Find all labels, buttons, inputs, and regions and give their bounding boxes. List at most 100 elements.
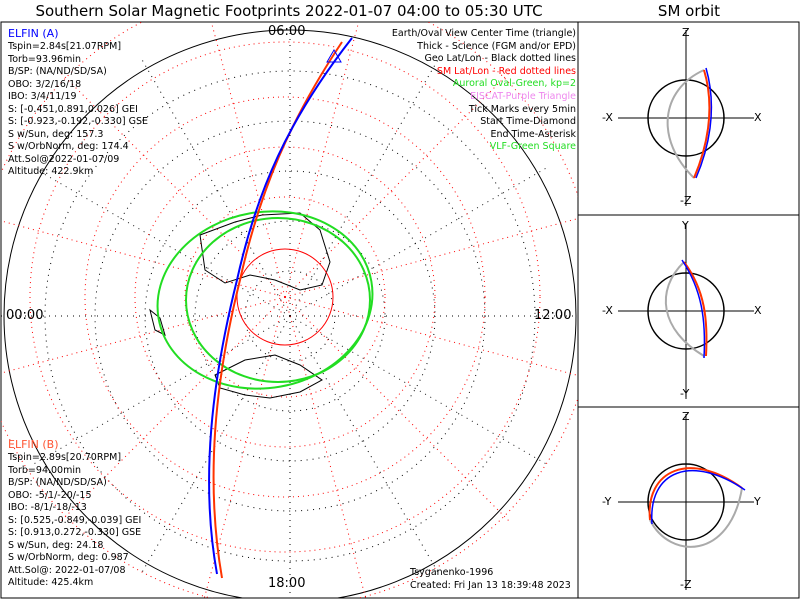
info-line: B/SP: (NA/ND/SD/SA) xyxy=(8,66,107,77)
geo-latitude-circle xyxy=(94,120,486,512)
sm-longitude-line xyxy=(58,296,286,524)
info-line: Altitude: 422.9km xyxy=(8,166,94,177)
legend-entry: Earth/Oval View Center Time (triangle) xyxy=(391,28,576,39)
outer-latitude-circle xyxy=(3,29,577,598)
sm-axis-label-bottom: -Z xyxy=(680,578,692,591)
info-line: Tspin=2.89s[20.70RPM] xyxy=(8,452,122,463)
info-line: Tspin=2.84s[21.07RPM] xyxy=(8,41,122,52)
legend-entry: Geo Lat/Lon - Black dotted lines xyxy=(424,53,576,65)
antarctica-coastline xyxy=(214,354,323,399)
sm-axis-label-right: X xyxy=(754,304,762,317)
sm-latitude-circle xyxy=(84,96,486,498)
sm-axis-label-bottom: -Y xyxy=(680,387,690,400)
sm-axis-label-top: Z xyxy=(682,410,690,423)
geo-latitude-circle xyxy=(44,70,536,562)
earth-circle xyxy=(647,79,725,157)
elfin-b-orbit xyxy=(683,261,708,357)
info-line: S w/Sun, deg: 24.18 xyxy=(8,539,104,551)
info-line: S w/OrbNorm, deg: 174.4 xyxy=(8,141,129,152)
legend-entry: Tick Marks every 5min xyxy=(468,103,576,115)
sm-latitude-circle xyxy=(236,248,334,346)
elfin-b-info: ELFIN (B) Tspin=2.89s[20.70RPM] Torb=94.0… xyxy=(8,438,141,590)
info-line: OBO: -5/1/-20/-15 xyxy=(8,489,92,501)
info-line: S: [0.525,-0.849,-0.039] GEI xyxy=(8,514,142,526)
info-line: Torb=94.00min xyxy=(8,464,82,476)
info-line: S: [-0.451,0.891,0.026] GEI xyxy=(8,103,138,115)
legend-entry: EISCAT-Purple Triangle xyxy=(470,90,576,102)
legend-entry: Auroral Oval-Green, kp=2 xyxy=(452,78,576,90)
sm-latitude-circle xyxy=(29,41,541,553)
legend-entry: Start Time-Diamond xyxy=(480,116,576,128)
sm-axis-label-top: Y xyxy=(682,219,689,232)
elfin-b-orbit xyxy=(648,467,743,521)
legend: Earth/Oval View Center Time (triangle) Th… xyxy=(392,28,576,154)
elfin-a-name: ELFIN (A) xyxy=(8,27,59,40)
elfin-a-orbit xyxy=(681,259,706,359)
elfin-a-orbit xyxy=(695,67,713,179)
sm-longitude-line xyxy=(284,296,578,377)
info-line: Att.Sol@2022-01-07/09 xyxy=(8,153,120,165)
info-line: S: [-0.923,-0.192,-0.330] GSE xyxy=(8,116,148,127)
sm-axis-label-right: X xyxy=(754,111,762,124)
info-line: S: [0.913,0.272,-0.330] GSE xyxy=(8,527,142,538)
auroral-oval-inner xyxy=(185,217,371,383)
view-center-triangle xyxy=(326,49,342,63)
sm-longitude-line xyxy=(284,70,512,298)
sm-axis-label-left: -X xyxy=(602,304,613,317)
elfin-b-footprint-track xyxy=(212,41,343,579)
info-line: S w/OrbNorm, deg: 0.987 xyxy=(8,552,129,563)
geo-longitude-line xyxy=(289,165,551,317)
info-line: B/SP: (NA/ND/SD/SA) xyxy=(8,477,107,488)
sm-orbit-title: SM orbit xyxy=(657,2,721,20)
sm-longitude-line xyxy=(284,296,367,598)
mlt-label-bottom: 18:00 xyxy=(268,576,306,591)
mlt-label-left: 00:00 xyxy=(6,308,44,323)
info-line: OBO: 3/2/16/18 xyxy=(8,78,82,90)
sm-axis-label-top: Z xyxy=(682,26,690,39)
auroral-oval-outer xyxy=(156,210,374,390)
geo-latitude-circle xyxy=(194,220,386,412)
model-label: Tsyganenko-1996 xyxy=(410,567,494,578)
earth-circle xyxy=(647,272,725,350)
legend-entry: Thick - Science (FGM and/or EPD) xyxy=(417,40,576,52)
elfin-b-name: ELFIN (B) xyxy=(8,438,59,451)
plot-title: Southern Solar Magnetic Footprints 2022-… xyxy=(35,2,543,20)
sm-panel-yz-frame xyxy=(577,406,800,599)
sm-longitude-line xyxy=(58,70,286,298)
geo-sm-grid xyxy=(1,22,578,598)
legend-entry: VLF-Green Square xyxy=(489,141,576,153)
geo-longitude-line xyxy=(29,315,291,467)
info-line: Torb=93.96min xyxy=(8,53,82,65)
sm-latitude-circle xyxy=(184,196,386,398)
elfin-a-info: ELFIN (A) Tspin=2.84s[21.07RPM] Torb=93.9… xyxy=(8,27,148,179)
geo-longitude-line xyxy=(29,165,291,317)
mlt-label-top: 06:00 xyxy=(268,24,306,39)
geo-longitude-line xyxy=(289,315,441,577)
info-line: IBO: 3/4/11/19 xyxy=(8,91,77,102)
sm-axis-label-left: -X xyxy=(602,111,613,124)
geo-latitude-circle xyxy=(244,270,336,362)
sm-latitude-circle xyxy=(134,146,436,448)
legend-entry: End Time-Asterisk xyxy=(490,128,576,140)
earth-circle xyxy=(647,463,725,541)
geo-longitude-line xyxy=(289,315,551,467)
sm-longitude-line xyxy=(284,22,360,298)
created-timestamp: Created: Fri Jan 13 18:39:48 2023 xyxy=(410,580,571,591)
orbit-track-gray xyxy=(664,261,705,357)
legend-entry: SM Lat/Lon - Red dotted lines xyxy=(436,65,576,77)
elfin-b-orbit xyxy=(693,69,711,179)
mlt-label-right: 12:00 xyxy=(534,308,572,323)
geo-longitude-line xyxy=(139,55,291,317)
info-line: Altitude: 425.4km xyxy=(8,577,94,588)
elfin-a-orbit xyxy=(651,469,746,525)
new-zealand-coastline xyxy=(149,308,166,336)
sm-axis-label-right: Y xyxy=(754,495,761,508)
info-line: IBO: -8/1/-18/-13 xyxy=(8,502,87,513)
australia-coastline xyxy=(199,212,331,291)
info-line: S w/Sun, deg: 157.3 xyxy=(8,128,104,140)
sm-axis-label-left: -Y xyxy=(602,495,612,508)
orbit-track-gray xyxy=(649,487,743,548)
geo-longitude-line xyxy=(289,55,441,317)
info-line: Att.Sol@: 2022-01-07/08 xyxy=(8,564,126,576)
